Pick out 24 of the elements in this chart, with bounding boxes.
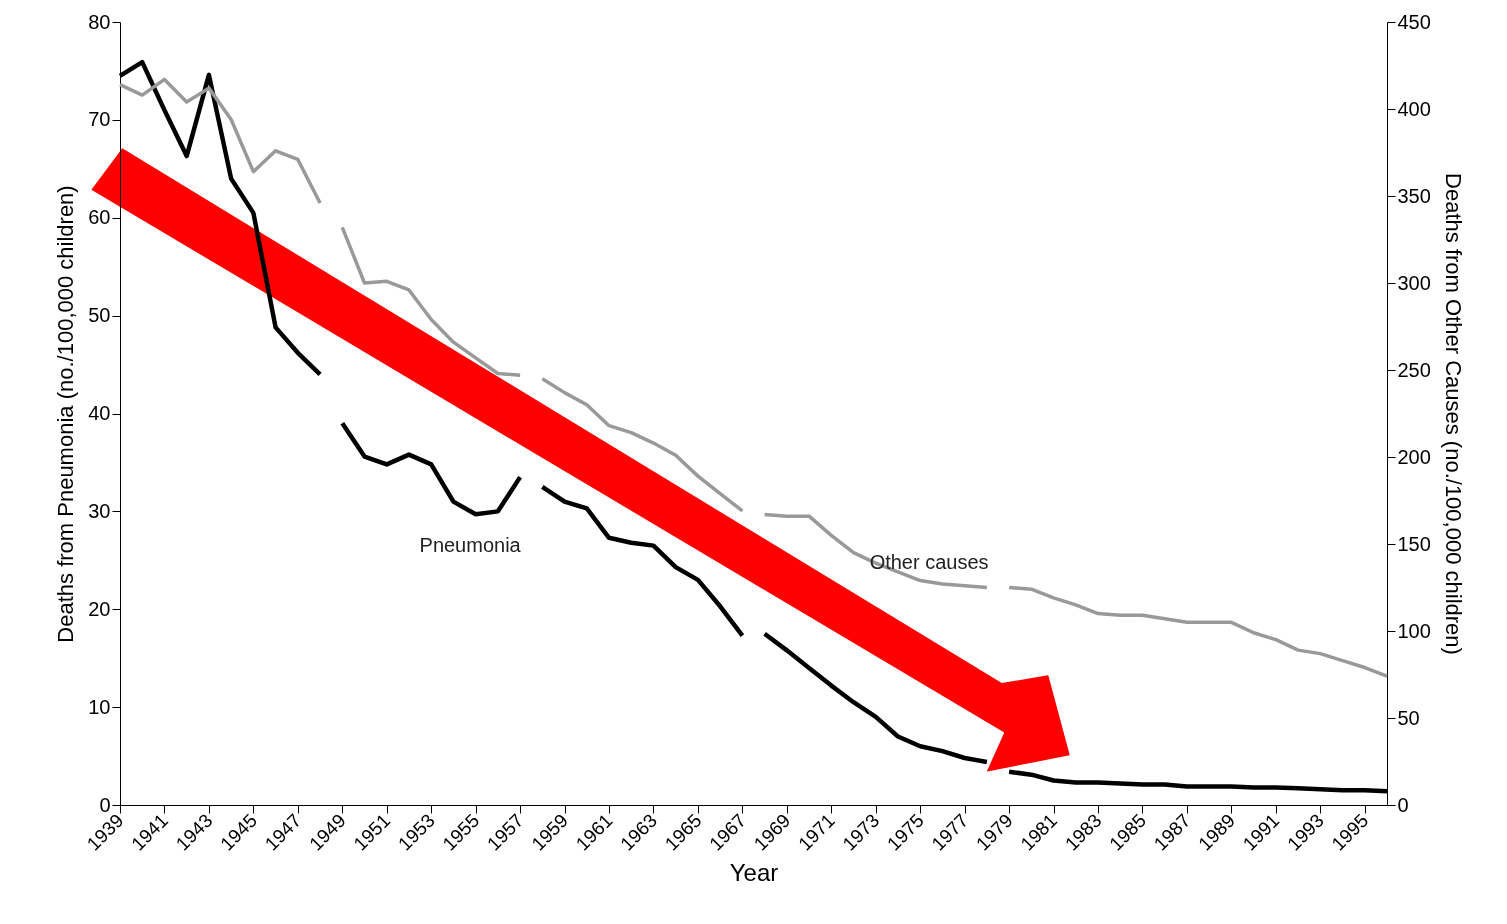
y2-tick-label: 250: [1397, 358, 1431, 381]
y-tick-label: 60: [88, 206, 111, 229]
y2-tick-label: 300: [1397, 271, 1431, 294]
y2-axis-title: Deaths from Other Causes (no./100,000 children): [1440, 173, 1466, 655]
y2-tick-label: 100: [1397, 619, 1431, 642]
y2-tick-label: 150: [1397, 532, 1431, 555]
y2-tick-label: 450: [1397, 10, 1431, 33]
y2-tick-label: 50: [1397, 706, 1420, 729]
y-tick-label: 10: [88, 695, 111, 718]
y-tick-label: 80: [88, 10, 111, 33]
y-tick-label: 40: [88, 402, 111, 424]
y-tick-label: 0: [99, 793, 111, 816]
y2-tick-label: 200: [1397, 445, 1431, 468]
y2-tick-label: 400: [1397, 97, 1431, 120]
y-axis-title: Deaths from Pneumonia (no./100,000 children): [53, 185, 79, 643]
series-label: Other causes: [869, 550, 989, 573]
y2-tick-label: 350: [1397, 184, 1431, 207]
series-label: Pneumonia: [419, 533, 522, 556]
y-tick-label: 50: [88, 304, 111, 327]
y2-tick-label: 0: [1397, 793, 1409, 816]
y-tick-label: 20: [88, 597, 111, 620]
y-tick-label: 30: [88, 499, 111, 522]
y-tick-label: 70: [88, 108, 111, 131]
x-axis-title: Year: [729, 859, 779, 887]
